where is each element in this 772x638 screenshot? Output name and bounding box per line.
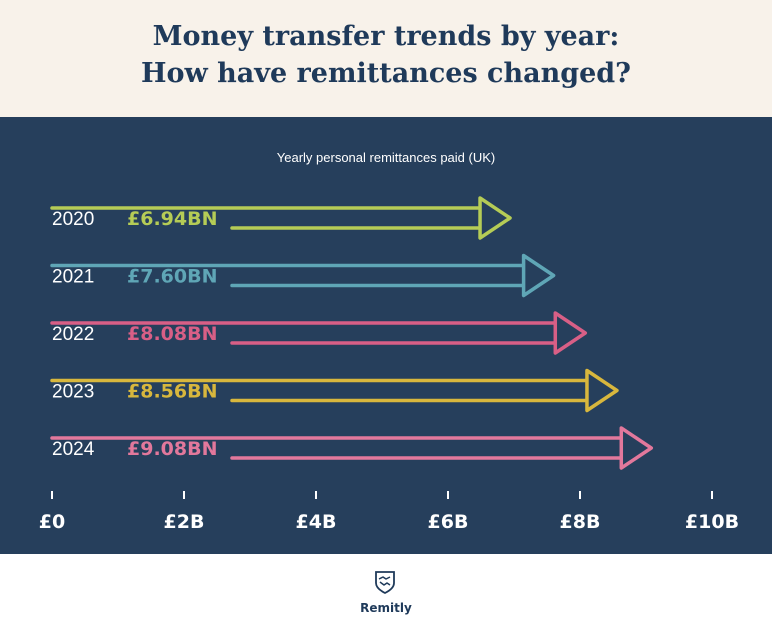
footer [0, 554, 772, 638]
value-label: £9.08BN [127, 438, 217, 460]
value-label: £6.94BN [127, 208, 217, 230]
value-arrow [50, 196, 512, 240]
page-title: Money transfer trends by year: How have … [0, 18, 772, 92]
year-label: 2024 [52, 439, 95, 460]
x-tick-label: £4B [296, 511, 337, 533]
value-arrow [50, 368, 619, 413]
header-banner [0, 0, 772, 117]
value-label: £8.56BN [127, 381, 217, 403]
value-arrow [50, 311, 588, 355]
x-tick-label: £10B [685, 511, 739, 533]
x-tick-label: £2B [164, 511, 205, 533]
value-arrow [50, 426, 654, 470]
year-label: 2020 [52, 209, 94, 230]
x-tick-label: £6B [428, 511, 469, 533]
chart-title: Yearly personal remittances paid (UK) [276, 150, 496, 165]
year-label: 2022 [52, 324, 94, 345]
chart-panel [0, 117, 772, 554]
value-arrow [50, 253, 556, 298]
handshake-shield-icon [375, 571, 395, 594]
title-line-2: How have remittances changed? [140, 58, 632, 89]
year-label: 2021 [52, 267, 94, 288]
value-label: £7.60BN [127, 266, 217, 288]
x-tick-label: £8B [560, 511, 601, 533]
year-label: 2023 [52, 382, 94, 403]
value-label: £8.08BN [127, 323, 217, 345]
brand-name: Remitly [360, 601, 412, 615]
x-tick-label: £0 [39, 511, 65, 533]
title-line-1: Money transfer trends by year: [152, 21, 620, 52]
